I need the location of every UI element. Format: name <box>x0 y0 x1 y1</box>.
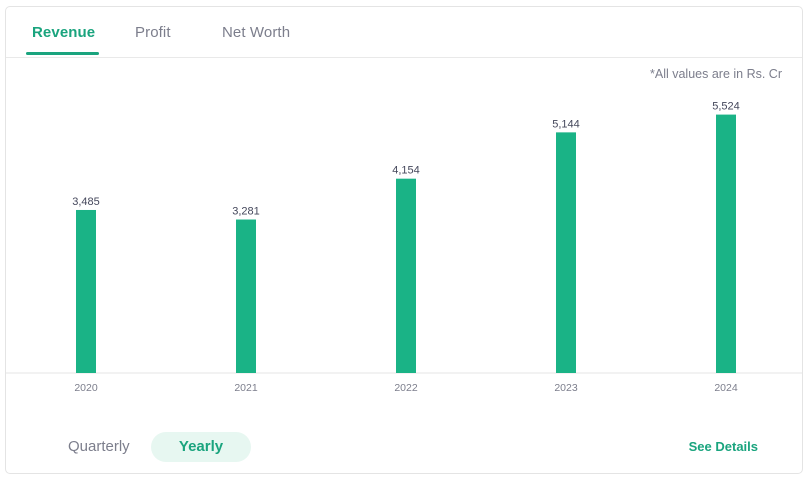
bar-2024[interactable] <box>716 114 736 374</box>
x-tick-label-2023: 2023 <box>554 382 578 394</box>
active-tab-indicator <box>26 52 99 55</box>
tab-revenue[interactable]: Revenue <box>32 24 96 41</box>
tab-net-worth[interactable]: Net Worth <box>222 24 291 41</box>
x-tick-label-2024: 2024 <box>714 382 738 394</box>
yearly-toggle[interactable]: Yearly <box>151 432 251 462</box>
bar-2022[interactable] <box>396 178 416 373</box>
bar-2023[interactable] <box>556 132 576 373</box>
value-label-2022: 4,154 <box>392 165 420 177</box>
revenue-chart-card: Revenue Profit Net Worth *All values are… <box>5 6 803 474</box>
bar-2021[interactable] <box>236 219 256 373</box>
value-label-2024: 5,524 <box>712 101 740 113</box>
x-tick-label-2020: 2020 <box>74 382 98 394</box>
metric-tabs: Revenue Profit Net Worth <box>6 7 802 58</box>
value-label-2020: 3,485 <box>72 196 100 208</box>
quarterly-toggle[interactable]: Quarterly <box>68 438 130 455</box>
tab-profit[interactable]: Profit <box>135 24 171 41</box>
revenue-bar-chart: 3,485 2020 3,281 2021 4,154 2022 5,144 2023 5,52… <box>6 101 802 394</box>
value-label-2023: 5,144 <box>552 118 580 130</box>
value-label-2021: 3,281 <box>232 206 260 218</box>
units-note: *All values are in Rs. Cr <box>650 67 782 81</box>
see-details-link[interactable]: See Details <box>688 439 758 454</box>
bar-2020[interactable] <box>76 209 96 373</box>
x-tick-label-2022: 2022 <box>394 382 418 394</box>
x-tick-label-2021: 2021 <box>234 382 258 394</box>
